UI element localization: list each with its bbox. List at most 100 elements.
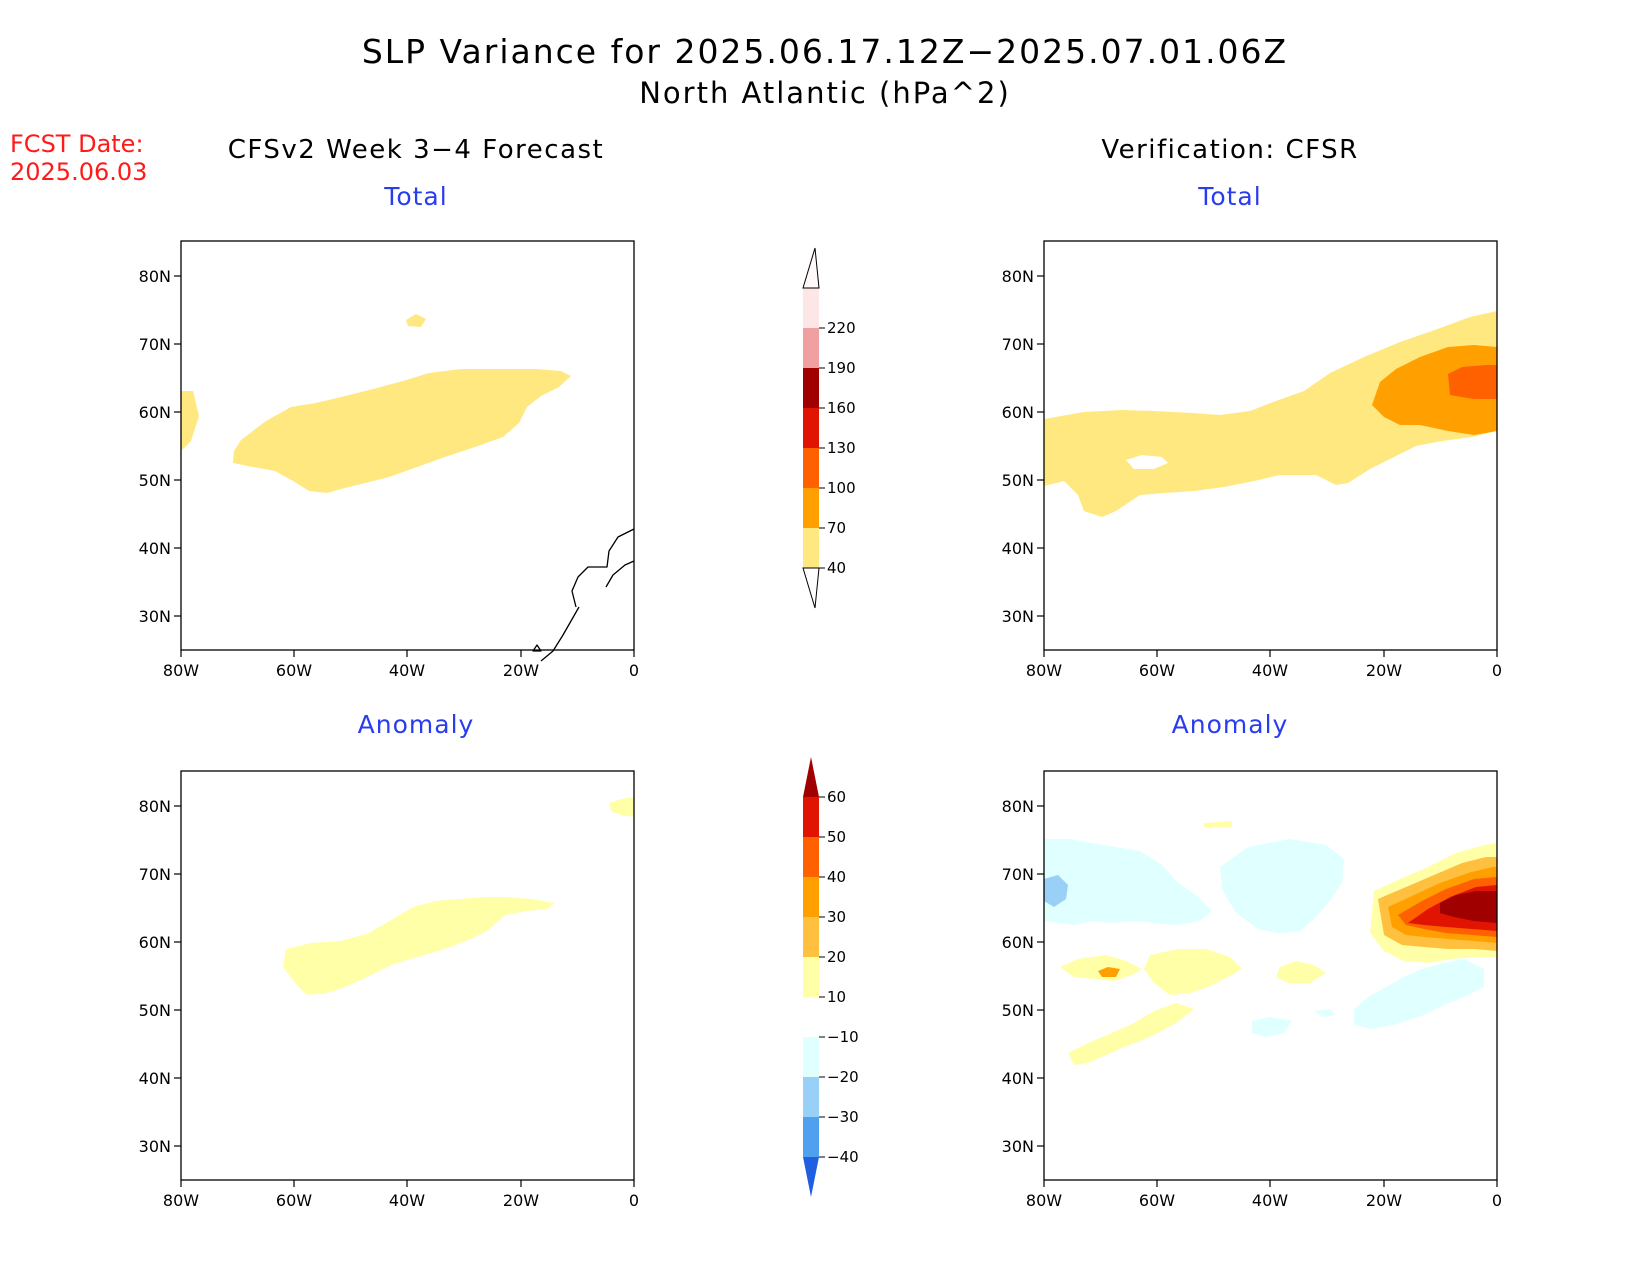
verification-anomaly-map xyxy=(1043,770,1498,1181)
anomaly-colorbar-box xyxy=(803,1117,819,1157)
right-column-title: Verification: CFSR xyxy=(1101,135,1359,165)
forecast-total-lat-label: 70N xyxy=(139,335,171,354)
verification-total-lon-label: 40W xyxy=(1252,661,1288,680)
anomaly-colorbar-label: 30 xyxy=(827,908,846,926)
total-colorbar-box xyxy=(803,528,819,568)
total-colorbar-label: 130 xyxy=(827,439,856,457)
anomaly-colorbar-box xyxy=(803,917,819,957)
anomaly-colorbar-box xyxy=(803,957,819,997)
left-column-title: CFSv2 Week 3−4 Forecast xyxy=(227,135,605,165)
forecast-total-lon-label: 40W xyxy=(389,661,425,680)
verification-anomaly-lon-label: 80W xyxy=(1026,1191,1062,1210)
forecast-total-lon-label: 60W xyxy=(276,661,312,680)
anomaly-colorbar-box xyxy=(803,837,819,877)
verification-anomaly-lat-label: 30N xyxy=(1002,1137,1034,1156)
forecast-total-contours xyxy=(181,314,571,493)
forecast-anomaly-lat-label: 50N xyxy=(139,1001,171,1020)
anomaly-colorbar-label: 50 xyxy=(827,828,846,846)
total-colorbar-bottom-arrow xyxy=(802,567,820,609)
forecast-total-lon-label: 20W xyxy=(503,661,539,680)
forecast-total-label: Total xyxy=(384,182,448,211)
forecast-anomaly-label: Anomaly xyxy=(357,710,475,739)
forecast-total-lon-label: 80W xyxy=(163,661,199,680)
verification-anomaly-lat-label: 80N xyxy=(1002,797,1034,816)
verification-anomaly-contours xyxy=(1044,821,1497,1065)
verification-anomaly-lon-label: 40W xyxy=(1252,1191,1288,1210)
anomaly-colorbar-label: −30 xyxy=(827,1108,859,1126)
anomaly-colorbar-top-arrow xyxy=(803,757,819,797)
forecast-total-lat-label: 40N xyxy=(139,539,171,558)
anomaly-colorbar-label: 10 xyxy=(827,988,846,1006)
forecast-anomaly-lat-label: 60N xyxy=(139,933,171,952)
total-colorbar-box xyxy=(803,288,819,328)
forecast-anomaly-contours xyxy=(283,797,634,995)
forecast-total-map xyxy=(180,240,635,651)
verification-anomaly-lat-label: 40N xyxy=(1002,1069,1034,1088)
anomaly-colorbar-label: 60 xyxy=(827,788,846,806)
forecast-total-lat-label: 60N xyxy=(139,403,171,422)
total-colorbar-box xyxy=(803,328,819,368)
verification-total-lat-label: 60N xyxy=(1002,403,1034,422)
anomaly-colorbar: 60 50 40 30 20 10 −10 −20 −30 −40 xyxy=(803,757,859,1197)
total-colorbar-box xyxy=(803,488,819,528)
anomaly-colorbar-label: 20 xyxy=(827,948,846,966)
forecast-total-lat-label: 50N xyxy=(139,471,171,490)
verification-total-lat-label: 50N xyxy=(1002,471,1034,490)
forecast-anomaly-lat-label: 70N xyxy=(139,865,171,884)
anomaly-colorbar-label: −40 xyxy=(827,1148,859,1166)
total-colorbar: 40 70 100 130 160 190 220 xyxy=(802,247,856,609)
chart-title: SLP Variance for 2025.06.17.12Z−2025.07.… xyxy=(361,32,1289,71)
forecast-anomaly-lat-label: 40N xyxy=(139,1069,171,1088)
anomaly-colorbar-box xyxy=(803,797,819,837)
forecast-anomaly-lon-label: 40W xyxy=(389,1191,425,1210)
total-colorbar-label: 190 xyxy=(827,359,856,377)
forecast-anomaly-lat-label: 30N xyxy=(139,1137,171,1156)
verification-total-lat-label: 80N xyxy=(1002,267,1034,286)
verification-total-lon-label: 0 xyxy=(1492,661,1502,680)
verification-anomaly-lon-label: 60W xyxy=(1139,1191,1175,1210)
anomaly-colorbar-box xyxy=(803,1077,819,1117)
forecast-total-lat-label: 30N xyxy=(139,607,171,626)
verification-anomaly-lat-label: 60N xyxy=(1002,933,1034,952)
total-colorbar-box xyxy=(803,408,819,448)
verification-total-lon-label: 80W xyxy=(1026,661,1062,680)
total-colorbar-label: 70 xyxy=(827,519,846,537)
total-colorbar-label: 100 xyxy=(827,479,856,497)
forecast-anomaly-lat-label: 80N xyxy=(139,797,171,816)
verification-total-label: Total xyxy=(1198,182,1262,211)
verification-anomaly-lat-label: 70N xyxy=(1002,865,1034,884)
total-colorbar-box xyxy=(803,368,819,408)
verification-total-lat-label: 70N xyxy=(1002,335,1034,354)
forecast-anomaly-lon-label: 20W xyxy=(503,1191,539,1210)
verification-total-lat-label: 30N xyxy=(1002,607,1034,626)
total-colorbar-label: 160 xyxy=(827,399,856,417)
verification-total-lat-label: 40N xyxy=(1002,539,1034,558)
total-colorbar-top-arrow xyxy=(802,247,820,289)
forecast-anomaly-lon-label: 60W xyxy=(276,1191,312,1210)
verification-anomaly-lat-label: 50N xyxy=(1002,1001,1034,1020)
verification-total-contours xyxy=(1044,311,1497,517)
forecast-total-lat-label: 80N xyxy=(139,267,171,286)
anomaly-colorbar-box xyxy=(803,877,819,917)
total-colorbar-label: 40 xyxy=(827,559,846,577)
anomaly-colorbar-box xyxy=(803,1037,819,1077)
verification-total-lon-label: 60W xyxy=(1139,661,1175,680)
forecast-total-lon-label: 0 xyxy=(629,661,639,680)
forecast-anomaly-lon-label: 80W xyxy=(163,1191,199,1210)
anomaly-colorbar-label: −10 xyxy=(827,1028,859,1046)
axes-layer: 80N 70N 60N 50N 40N 30N 80W 60W 40W 20W 0 80N 70N 60N… xyxy=(139,267,1502,1210)
anomaly-colorbar-label: −20 xyxy=(827,1068,859,1086)
verification-anomaly-label: Anomaly xyxy=(1171,710,1289,739)
forecast-anomaly-frame xyxy=(180,770,635,1181)
anomaly-colorbar-box xyxy=(803,997,819,1037)
forecast-anomaly-map xyxy=(180,770,635,1181)
anomaly-colorbar-label: 40 xyxy=(827,868,846,886)
total-colorbar-label: 220 xyxy=(827,319,856,337)
verification-total-map xyxy=(1043,240,1498,651)
anomaly-colorbar-bottom-arrow xyxy=(803,1157,819,1197)
forecast-anomaly-lon-label: 0 xyxy=(629,1191,639,1210)
verification-total-lon-label: 20W xyxy=(1366,661,1402,680)
verification-anomaly-lon-label: 20W xyxy=(1366,1191,1402,1210)
fcst-date-value: 2025.06.03 xyxy=(10,158,148,186)
total-colorbar-box xyxy=(803,448,819,488)
